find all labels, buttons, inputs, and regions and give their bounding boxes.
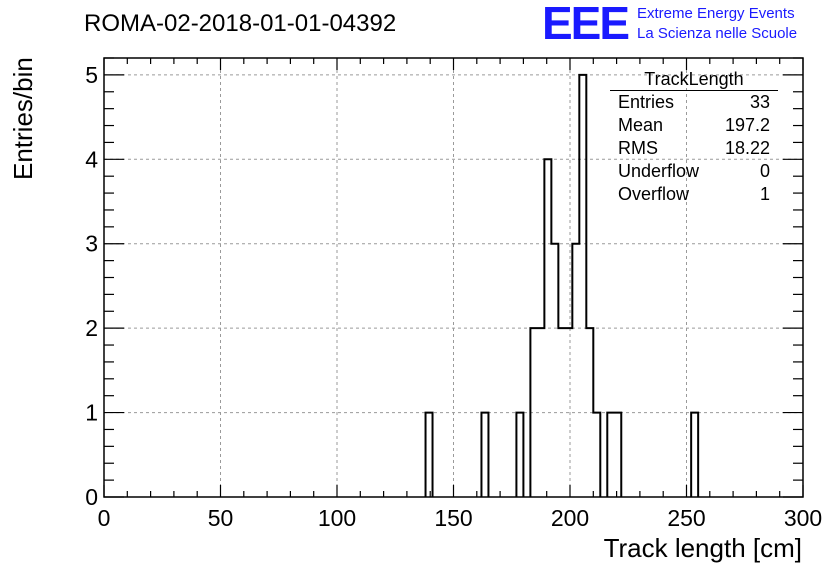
stats-label: Underflow xyxy=(618,161,700,181)
stats-label: Mean xyxy=(618,115,664,135)
y-tick-label: 3 xyxy=(85,231,98,257)
y-tick-label: 5 xyxy=(85,62,98,88)
stats-row-mean: Mean 197.2 xyxy=(610,114,778,137)
stats-value: 0 xyxy=(759,161,770,181)
histogram-outline xyxy=(424,73,700,497)
stats-label: RMS xyxy=(618,138,658,158)
x-tick-label: 0 xyxy=(98,505,111,531)
stats-row-rms: RMS 18.22 xyxy=(610,137,778,160)
stats-row-overflow: Overflow 1 xyxy=(610,183,778,206)
y-tick-label: 4 xyxy=(85,146,98,172)
y-axis-label: Entries/bin xyxy=(8,57,38,180)
stats-label: Overflow xyxy=(618,184,690,204)
stats-box: TrackLength Entries 33 Mean 197.2 RMS 18… xyxy=(610,68,778,206)
y-tick-label: 1 xyxy=(85,400,98,426)
y-tick-label: 2 xyxy=(85,315,98,341)
project-line-1: Extreme Energy Events xyxy=(637,5,795,22)
stats-value: 197.2 xyxy=(724,115,770,135)
stats-row-entries: Entries 33 xyxy=(610,91,778,114)
eee-logo-icon: EEE xyxy=(542,0,630,49)
project-name: Extreme Energy Events La Scienza nelle S… xyxy=(637,4,797,44)
x-axis-label: Track length [cm] xyxy=(603,533,802,563)
x-tick-label: 200 xyxy=(551,505,589,531)
stats-value: 18.22 xyxy=(724,138,770,158)
stats-box-title: TrackLength xyxy=(610,68,778,91)
x-tick-label: 50 xyxy=(208,505,234,531)
stats-value: 33 xyxy=(749,92,770,112)
run-title: ROMA-02-2018-01-01-04392 xyxy=(84,10,397,37)
stats-row-underflow: Underflow 0 xyxy=(610,160,778,183)
x-tick-label: 150 xyxy=(434,505,472,531)
x-tick-label: 300 xyxy=(784,505,822,531)
stats-label: Entries xyxy=(618,92,675,112)
project-line-2: La Scienza nelle Scuole xyxy=(637,25,798,42)
x-tick-label: 250 xyxy=(667,505,705,531)
stats-value: 1 xyxy=(759,184,770,204)
x-tick-label: 100 xyxy=(318,505,356,531)
y-tick-label: 0 xyxy=(85,484,98,510)
